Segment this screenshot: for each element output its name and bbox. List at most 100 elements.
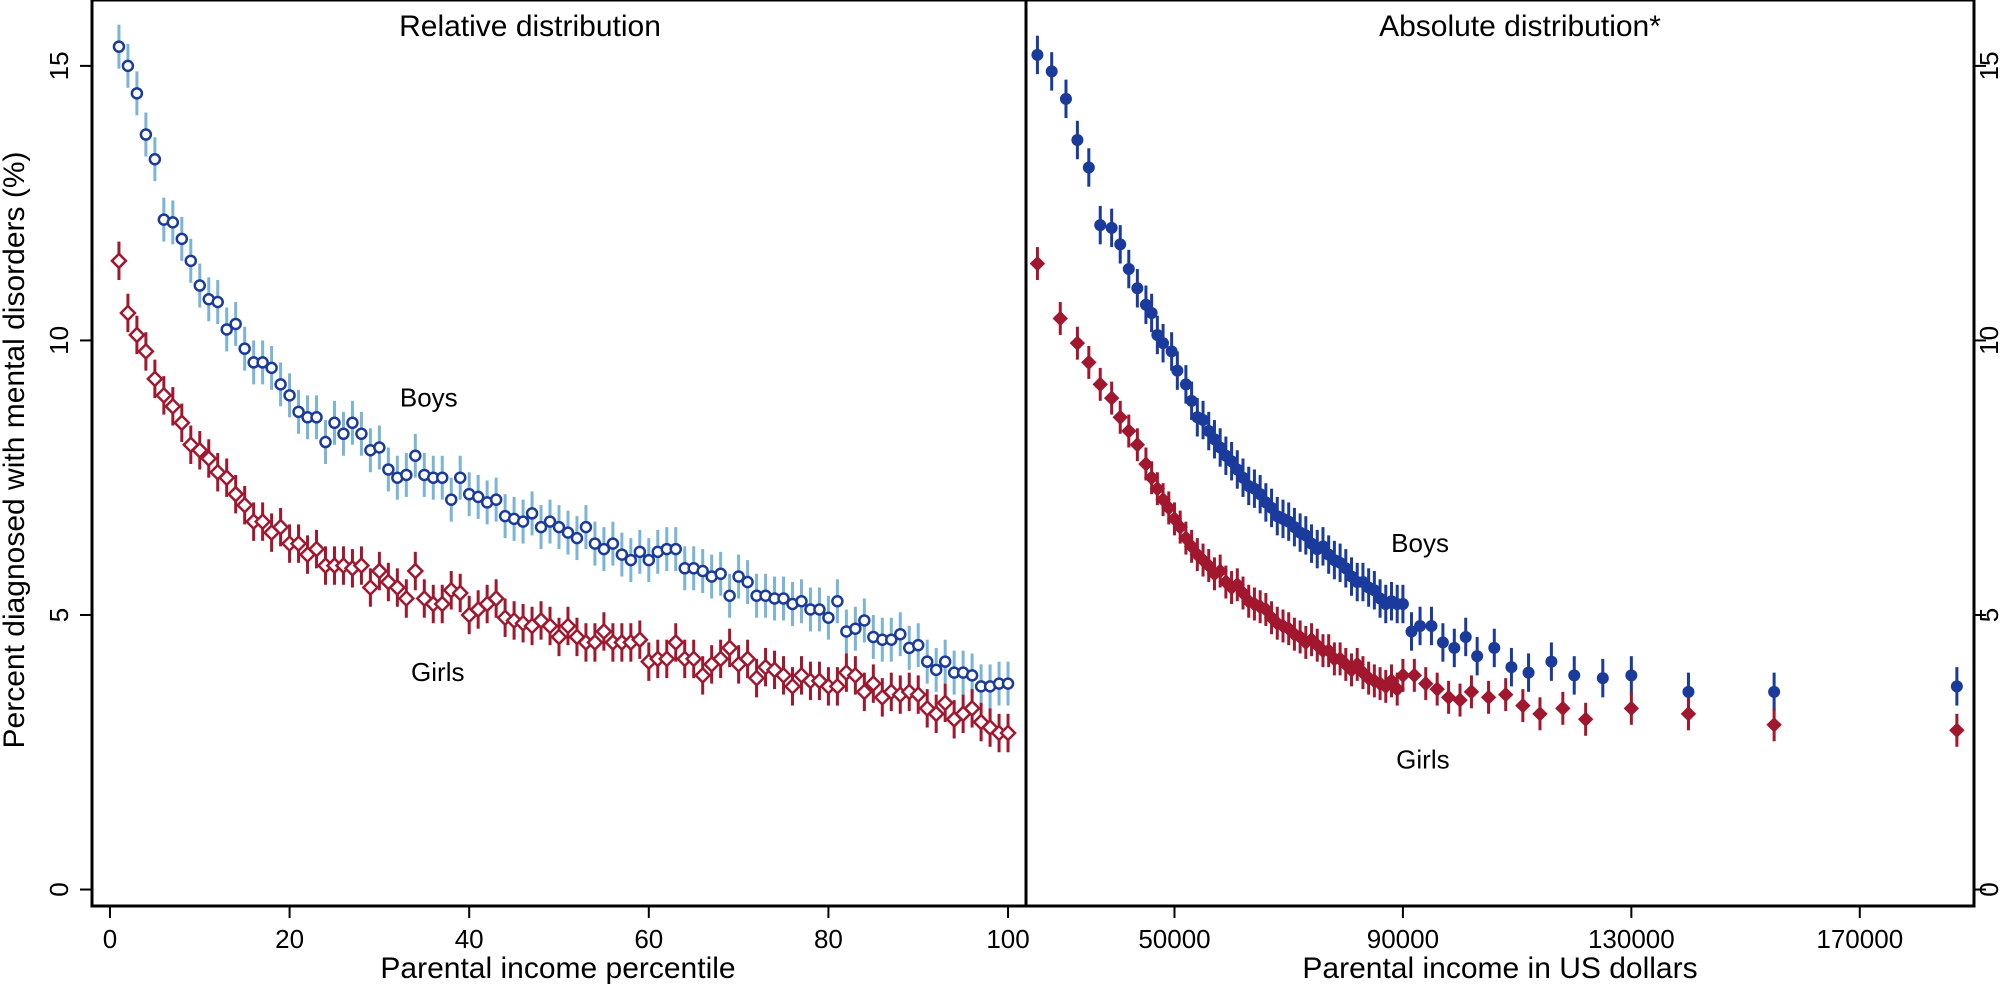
boys-point — [723, 589, 736, 603]
girls-point — [1418, 675, 1434, 692]
boys-point — [238, 342, 251, 355]
girls-point — [846, 666, 865, 685]
girls-point — [451, 584, 469, 602]
boys-point — [516, 515, 530, 528]
boys-point — [911, 638, 925, 652]
girls-point — [1452, 692, 1468, 708]
girls-point — [1052, 310, 1068, 327]
girls-point — [191, 441, 209, 460]
panel-absolute: Absolute distribution* 0 5 10 15 50000 90000… — [1024, 0, 2000, 985]
boys-point — [1768, 685, 1781, 698]
panel-relative-marks — [110, 24, 1017, 753]
boys-point — [1165, 345, 1178, 358]
y-tick-label: 0 — [1974, 882, 2000, 896]
boys-point — [849, 622, 862, 635]
series-girls — [1029, 247, 1965, 747]
boys-point — [1045, 65, 1058, 78]
girls-point — [693, 666, 712, 685]
boys-point — [211, 295, 224, 309]
girls-point — [388, 578, 407, 597]
panel-absolute-x-axis-label: Parental income in US dollars — [1302, 952, 1697, 985]
boys-point — [588, 537, 602, 550]
boys-point — [642, 553, 656, 567]
y-tick-label: 5 — [44, 608, 74, 622]
girls-point — [1463, 684, 1480, 700]
y-tick-label: 10 — [44, 326, 74, 355]
boys-point — [624, 553, 638, 567]
boys-point — [929, 663, 943, 677]
panel-absolute-y-axis: 0 5 10 15 — [1974, 51, 2000, 897]
girls-point — [1395, 667, 1411, 684]
boys-point — [274, 378, 287, 391]
boys-point — [1414, 619, 1427, 632]
boys-point — [1185, 394, 1198, 407]
boys-point — [1405, 625, 1418, 638]
x-tick-label: 50000 — [1138, 924, 1210, 954]
series-girls — [110, 241, 1017, 753]
boys-point — [1545, 655, 1558, 668]
girls-point — [1623, 700, 1640, 717]
girls-point — [1532, 706, 1548, 722]
panel-relative-annotation-boys: Boys — [400, 382, 458, 412]
girls-point — [738, 650, 757, 668]
boys-point — [1682, 685, 1695, 698]
boys-point — [543, 515, 557, 528]
boys-point — [579, 520, 593, 534]
boys-point — [1122, 263, 1135, 276]
girls-point — [1121, 423, 1137, 439]
girls-point — [119, 304, 137, 322]
girls-point — [1949, 722, 1965, 738]
boys-point — [382, 463, 395, 476]
boys-point — [471, 490, 485, 504]
girls-point — [666, 633, 685, 652]
boys-point — [570, 531, 584, 545]
series-boys — [112, 24, 1015, 709]
boys-point — [965, 669, 979, 682]
girls-point — [1766, 717, 1782, 733]
girls-point — [963, 699, 981, 718]
boys-point — [355, 427, 368, 441]
girls-point — [1498, 686, 1514, 703]
girls-point — [909, 685, 927, 704]
boys-point — [310, 411, 323, 424]
boys-point — [1094, 219, 1107, 232]
girls-point — [1440, 689, 1457, 706]
boys-point — [534, 520, 548, 534]
girls-point — [864, 674, 883, 693]
x-tick-label: 60 — [634, 924, 663, 954]
boys-point — [444, 493, 458, 506]
girls-point — [711, 650, 730, 668]
boys-point — [885, 633, 898, 646]
panel-relative-annotation-girls: Girls — [411, 657, 464, 687]
boys-point — [696, 564, 709, 578]
boys-point — [525, 507, 539, 520]
girls-point — [747, 669, 766, 687]
panel-absolute-frame — [1024, 0, 1976, 908]
boys-point — [1488, 641, 1501, 654]
girls-point — [146, 370, 164, 388]
y-tick-label: 5 — [1974, 608, 2000, 622]
panel-absolute-annotation-boys: Boys — [1391, 528, 1449, 558]
boys-point — [813, 603, 826, 616]
boys-point — [1522, 666, 1535, 679]
boys-point — [184, 254, 198, 268]
boys-point — [741, 575, 754, 589]
girls-point — [855, 683, 874, 701]
x-tick-label: 40 — [455, 924, 484, 954]
panel-absolute-annotation-girls: Girls — [1396, 745, 1449, 775]
girls-point — [271, 518, 290, 536]
boys-point — [409, 449, 422, 462]
boys-point — [1031, 48, 1044, 61]
girls-point — [1092, 376, 1108, 393]
boys-point — [606, 537, 620, 550]
boys-point — [1145, 306, 1158, 319]
boys-point — [328, 416, 341, 430]
boys-point — [220, 323, 233, 336]
boys-point — [714, 567, 727, 581]
girls-point — [783, 677, 802, 696]
boys-point — [112, 40, 126, 53]
girls-point — [173, 414, 191, 432]
panel-relative-x-axis: 0 20 40 60 80 100 — [103, 906, 1030, 954]
girls-point — [1081, 354, 1097, 371]
